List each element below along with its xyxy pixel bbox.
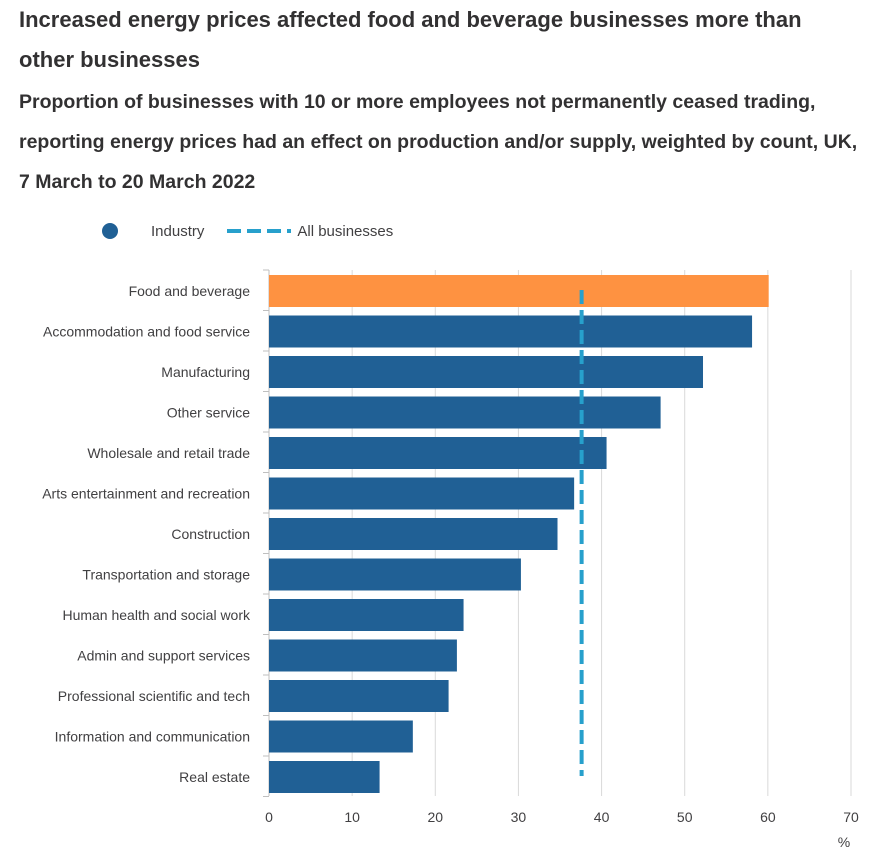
category-label: Wholesale and retail trade bbox=[87, 445, 250, 461]
bar-food-and-beverage[interactable] bbox=[269, 275, 769, 307]
x-tick-label: 30 bbox=[511, 809, 527, 825]
x-tick-label: 60 bbox=[760, 809, 776, 825]
category-label: Other service bbox=[167, 405, 250, 421]
category-label: Transportation and storage bbox=[82, 567, 250, 583]
bar-arts-entertainment-and-recreation[interactable] bbox=[269, 477, 575, 510]
bar-wholesale-and-retail-trade[interactable] bbox=[269, 437, 607, 469]
category-label: Information and communication bbox=[55, 729, 250, 745]
bar-transportation-and-storage[interactable] bbox=[269, 558, 521, 591]
bar-human-health-and-social-work[interactable] bbox=[269, 599, 464, 631]
legend-industry-marker bbox=[102, 223, 118, 239]
x-tick-label: 10 bbox=[344, 809, 360, 825]
chart-title: Increased energy prices affected food an… bbox=[19, 7, 802, 72]
x-tick-label: 0 bbox=[265, 809, 273, 825]
bar-manufacturing[interactable] bbox=[269, 356, 704, 388]
category-label: Admin and support services bbox=[77, 648, 250, 664]
category-label: Real estate bbox=[179, 769, 250, 785]
chart-subtitle: Proportion of businesses with 10 or more… bbox=[19, 91, 858, 193]
bars bbox=[269, 275, 769, 793]
category-label: Construction bbox=[171, 526, 250, 542]
bar-information-and-communication[interactable] bbox=[269, 720, 413, 753]
category-label: Manufacturing bbox=[161, 364, 250, 380]
category-label: Accommodation and food service bbox=[43, 324, 250, 340]
legend-all-businesses-label: All businesses bbox=[297, 222, 394, 240]
category-label: Professional scientific and tech bbox=[58, 688, 250, 704]
category-label: Food and beverage bbox=[129, 283, 251, 299]
x-axis-unit-label: % bbox=[838, 834, 850, 850]
bar-accommodation-and-food-service[interactable] bbox=[269, 315, 753, 348]
bar-professional-scientific-and-tech[interactable] bbox=[269, 680, 449, 712]
bar-real-estate[interactable] bbox=[269, 761, 380, 793]
x-tick-label: 70 bbox=[843, 809, 859, 825]
bar-other-service[interactable] bbox=[269, 396, 661, 429]
category-label: Human health and social work bbox=[62, 607, 251, 623]
legend-industry-label: Industry bbox=[151, 222, 205, 240]
x-tick-label: 50 bbox=[677, 809, 693, 825]
bar-construction[interactable] bbox=[269, 518, 558, 550]
category-label: Arts entertainment and recreation bbox=[42, 486, 250, 502]
x-axis: 0 10 20 30 40 50 60 70% bbox=[265, 809, 859, 850]
x-tick-label: 20 bbox=[427, 809, 443, 825]
x-tick-label: 40 bbox=[594, 809, 610, 825]
category-labels: Food and beverage Accommodation and food … bbox=[42, 283, 251, 785]
bar-admin-and-support-services[interactable] bbox=[269, 639, 457, 672]
legend: Industry All businesses bbox=[102, 219, 393, 243]
legend-all-businesses-marker bbox=[227, 229, 292, 233]
